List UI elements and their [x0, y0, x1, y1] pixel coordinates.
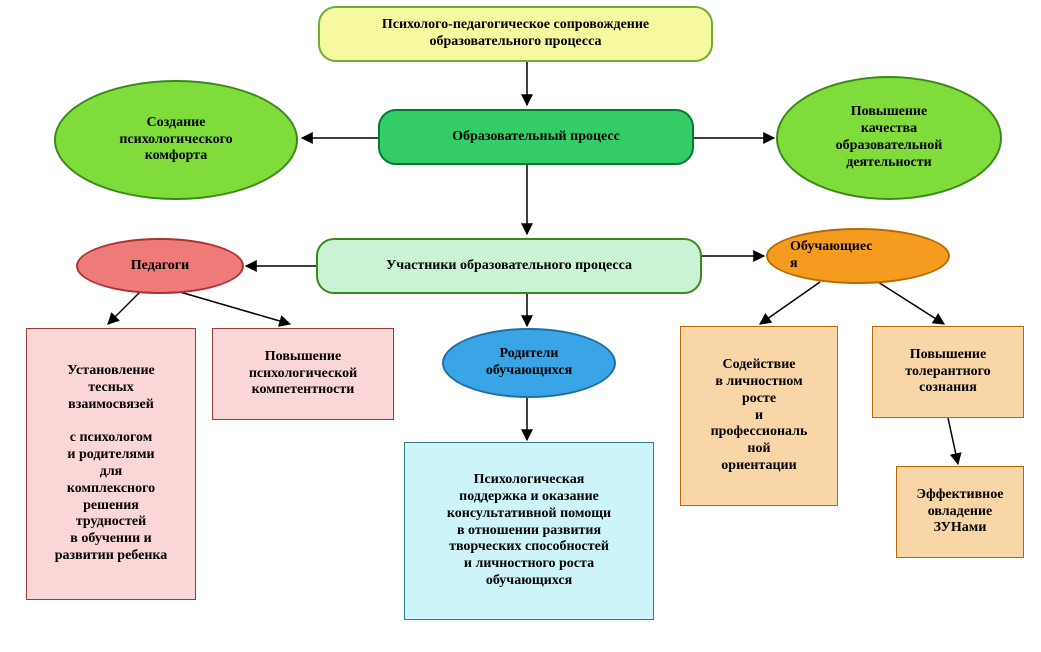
node-n2: Образовательный процесс	[378, 109, 694, 165]
edge-n6-n10	[180, 292, 290, 324]
node-n8: Родители обучающихся	[442, 328, 616, 398]
node-n6: Педагоги	[76, 238, 244, 294]
node-label-n5: Участники образовательного процесса	[386, 258, 632, 275]
node-label-n8: Родители обучающихся	[486, 346, 572, 380]
node-n10: Повышение психологической компетентности	[212, 328, 394, 420]
node-label-n11: Психологическая поддержка и оказание кон…	[447, 472, 611, 590]
node-n9: Установление тесных взаимосвязей с психо…	[26, 328, 196, 600]
node-label-n13: Повышение толерантного сознания	[905, 347, 990, 397]
node-label-n14: Эффективное овладение ЗУНами	[917, 487, 1004, 537]
edge-n7-n13	[878, 282, 944, 324]
edge-n13-n14	[948, 418, 958, 464]
node-label-n1: Психолого-педагогическое сопровождение о…	[382, 17, 649, 51]
node-n7: Обучающиес я	[766, 228, 950, 284]
node-label-n7: Обучающиес я	[790, 239, 872, 273]
edge-n6-n9	[108, 292, 140, 324]
node-n13: Повышение толерантного сознания	[872, 326, 1024, 418]
edge-n7-n12	[760, 282, 820, 324]
node-label-n4: Повышение качества образовательной деяте…	[836, 104, 943, 171]
node-n5: Участники образовательного процесса	[316, 238, 702, 294]
node-n14: Эффективное овладение ЗУНами	[896, 466, 1024, 558]
node-label-n12: Содействие в личностном росте и професси…	[711, 357, 808, 475]
node-n11: Психологическая поддержка и оказание кон…	[404, 442, 654, 620]
node-label-n3: Создание психологического комфорта	[119, 115, 232, 165]
node-label-n6: Педагоги	[131, 258, 189, 275]
node-label-n10: Повышение психологической компетентности	[249, 349, 357, 399]
node-n4: Повышение качества образовательной деяте…	[776, 76, 1002, 200]
node-n3: Создание психологического комфорта	[54, 80, 298, 200]
node-n12: Содействие в личностном росте и професси…	[680, 326, 838, 506]
node-label-n2: Образовательный процесс	[452, 129, 620, 146]
node-n1: Психолого-педагогическое сопровождение о…	[318, 6, 713, 62]
node-label-n9: Установление тесных взаимосвязей с психо…	[55, 363, 168, 565]
